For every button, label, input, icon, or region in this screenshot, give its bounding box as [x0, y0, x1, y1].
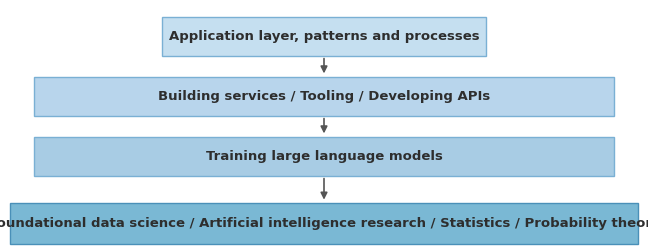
FancyBboxPatch shape	[34, 137, 614, 175]
Text: Training large language models: Training large language models	[205, 150, 443, 163]
FancyBboxPatch shape	[162, 17, 486, 56]
FancyBboxPatch shape	[10, 203, 638, 244]
Text: Foundational data science / Artificial intelligence research / Statistics / Prob: Foundational data science / Artificial i…	[0, 217, 648, 230]
Text: Application layer, patterns and processes: Application layer, patterns and processe…	[168, 30, 480, 43]
Text: Building services / Tooling / Developing APIs: Building services / Tooling / Developing…	[158, 90, 490, 103]
FancyBboxPatch shape	[34, 77, 614, 116]
